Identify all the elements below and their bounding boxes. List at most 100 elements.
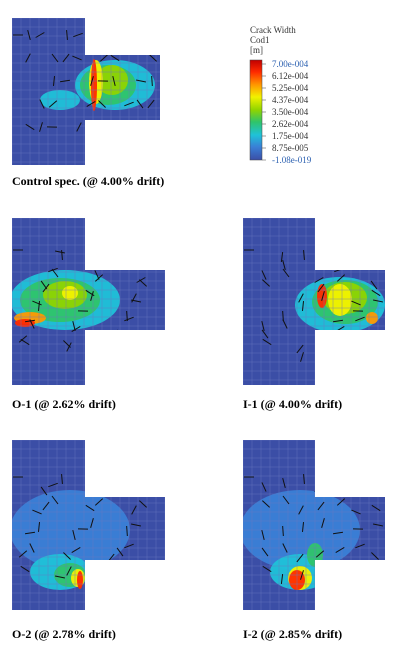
crack — [116, 547, 124, 557]
crack — [351, 300, 361, 306]
crack — [372, 349, 382, 355]
color-bar — [249, 59, 263, 161]
crack — [262, 338, 272, 346]
crack — [116, 329, 124, 339]
crack — [90, 291, 94, 301]
crack — [27, 30, 31, 40]
crack — [261, 530, 265, 540]
crack — [76, 122, 82, 132]
crack — [136, 277, 146, 283]
crack — [136, 99, 144, 109]
crack — [124, 101, 134, 107]
crack — [372, 299, 384, 303]
crack — [51, 53, 59, 63]
crack — [370, 486, 378, 496]
contour-body — [12, 218, 165, 385]
crack — [300, 570, 304, 580]
crack — [261, 270, 267, 280]
crack — [25, 123, 35, 131]
crack — [280, 573, 284, 585]
contour-panel: O-2 (@ 2.78% drift) — [12, 440, 165, 641]
contour-blob — [62, 286, 78, 300]
crack — [86, 100, 96, 108]
crack — [73, 32, 83, 38]
crack — [282, 319, 288, 329]
legend-title: Cod1 — [250, 35, 270, 45]
crack — [126, 525, 128, 537]
crack — [282, 478, 286, 488]
crack — [321, 291, 325, 301]
crack — [262, 279, 270, 287]
crack — [32, 300, 42, 306]
crack — [98, 100, 106, 108]
crack — [296, 553, 304, 563]
crack — [147, 99, 155, 109]
contour-panel: I-1 (@ 4.00% drift) — [243, 218, 385, 411]
panel-caption: I-2 (@ 2.85% drift) — [243, 627, 342, 641]
crack — [62, 53, 70, 63]
crack — [353, 479, 365, 483]
panel-caption: O-2 (@ 2.78% drift) — [12, 627, 116, 641]
crack — [151, 75, 153, 87]
crack — [261, 321, 265, 331]
contour-body — [243, 218, 385, 385]
crack — [124, 316, 134, 322]
crack — [102, 251, 106, 263]
crack — [372, 523, 384, 527]
crack — [336, 498, 346, 506]
contour-blob — [40, 90, 80, 110]
crack — [55, 250, 65, 254]
crack — [334, 482, 344, 488]
crack — [42, 501, 50, 511]
crack — [137, 121, 141, 133]
crack — [353, 258, 365, 262]
crack — [61, 249, 63, 261]
contour-blob — [366, 312, 378, 324]
crack — [66, 29, 68, 41]
contour-blob — [77, 571, 83, 589]
crack — [371, 552, 379, 560]
legend-title: Crack Width — [250, 25, 296, 35]
crack — [24, 531, 36, 535]
contour-body — [12, 440, 165, 610]
crack — [303, 473, 305, 485]
crack — [24, 319, 36, 323]
crack — [66, 566, 72, 576]
crack — [20, 565, 30, 573]
crack — [282, 495, 290, 505]
crack — [51, 495, 59, 505]
crack — [18, 550, 28, 558]
crack — [94, 498, 104, 506]
crack — [321, 518, 325, 528]
crack — [130, 523, 142, 527]
legend-label: 3.50e-004 — [272, 107, 309, 117]
crack — [370, 280, 378, 290]
crack — [139, 500, 147, 508]
crack — [155, 570, 159, 580]
crack — [371, 340, 379, 348]
contour-panel: O-1 (@ 2.62% drift) — [12, 218, 165, 411]
legend-title: [m] — [250, 45, 263, 55]
legend-label: 8.75e-005 — [272, 143, 309, 153]
crack — [317, 501, 325, 511]
contour-panel: I-2 (@ 2.85% drift) — [243, 440, 385, 641]
crack — [319, 566, 325, 576]
crack — [301, 300, 305, 312]
crack — [262, 565, 272, 573]
crack — [48, 267, 58, 273]
crack — [371, 289, 381, 297]
contour-panel: Control spec. (@ 4.00% drift) — [12, 18, 164, 188]
crack — [315, 550, 325, 558]
crack — [102, 573, 106, 585]
crack — [124, 543, 134, 549]
crack — [71, 546, 81, 554]
crack — [100, 479, 112, 483]
contour-blob — [328, 284, 352, 316]
legend-label: 6.12e-004 — [272, 71, 309, 81]
crack — [351, 509, 361, 515]
crack — [300, 352, 304, 362]
crack — [314, 277, 324, 283]
crack — [39, 122, 43, 132]
panel-caption: Control spec. (@ 4.00% drift) — [12, 174, 164, 188]
